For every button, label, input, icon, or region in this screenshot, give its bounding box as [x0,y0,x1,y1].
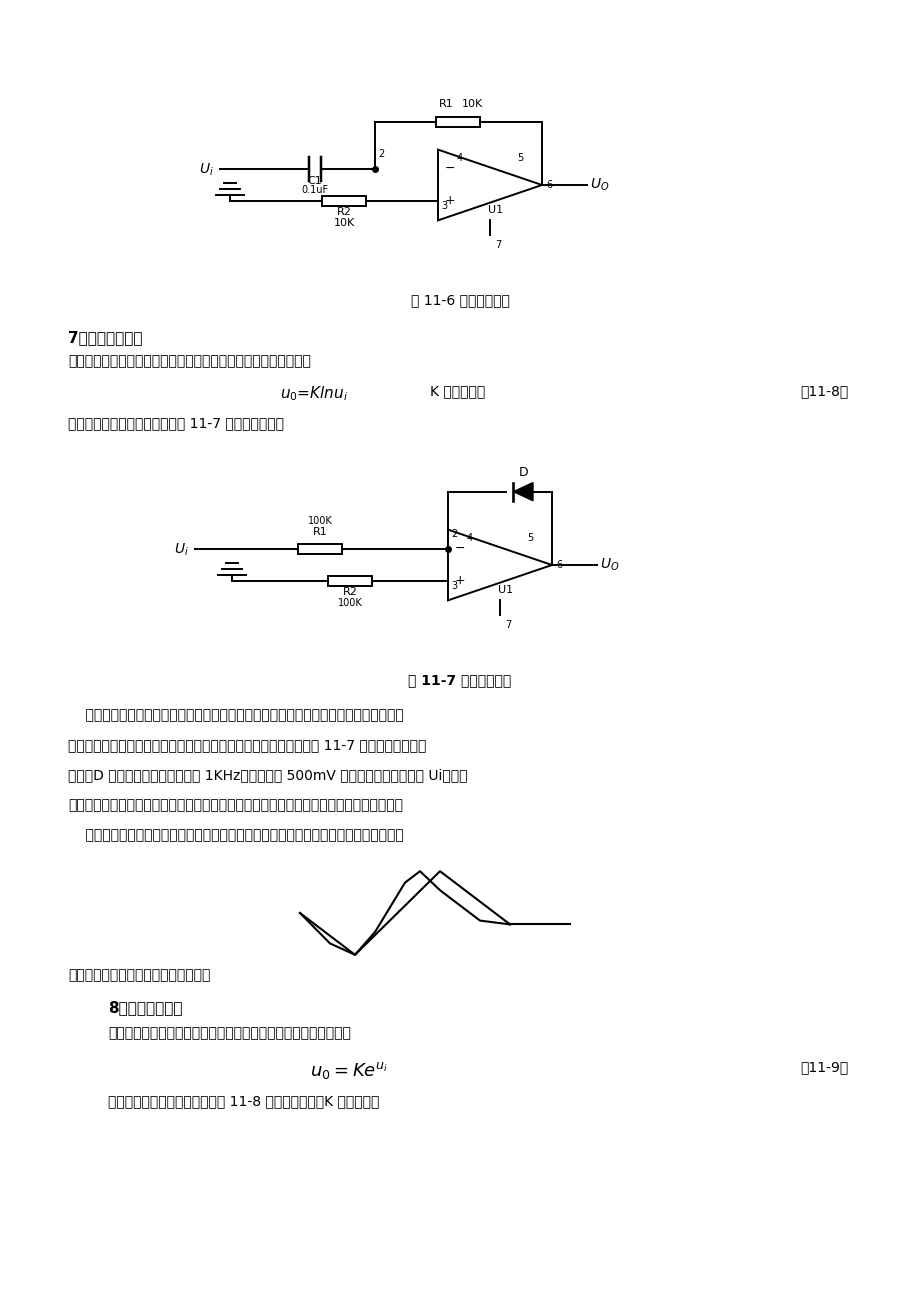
Text: +: + [454,575,465,588]
Text: 利用集成运放和二极管组成如图 11-8 基本指数电路。K 为负系数。: 利用集成运放和二极管组成如图 11-8 基本指数电路。K 为负系数。 [108,1095,379,1108]
Text: 0.1uF: 0.1uF [301,186,328,195]
Text: 7: 7 [505,620,511,630]
Text: 指数电路的输出电压与输入电压的指数成正比，其一般表达式为：: 指数电路的输出电压与输入电压的指数成正比，其一般表达式为： [108,1026,350,1040]
Bar [298,545,342,554]
Bar [328,576,371,585]
Text: −: − [454,542,465,555]
Text: 利用集成运放和二极管组成如图 11-7 基本对数电路。: 利用集成运放和二极管组成如图 11-7 基本对数电路。 [68,416,284,430]
Text: 7、对数运算电路: 7、对数运算电路 [68,330,142,344]
Text: 5: 5 [527,533,532,543]
Text: 图 11-7 对数运算电路: 图 11-7 对数运算电路 [408,673,511,686]
Text: 电路，D 为普通二极管，取频率为 1KHz，峰峰值为 500mV 的三角波作为输入信号 Ui，打开: 电路，D 为普通二极管，取频率为 1KHz，峰峰值为 500mV 的三角波作为输… [68,768,467,783]
Text: U1: U1 [498,585,513,595]
Text: $U_O$: $U_O$ [589,177,608,194]
Text: 在三角波上升沿阶段输出有较凸的下降沿，在三角波下降沿阶段有较凹的上升沿。如若: 在三角波上升沿阶段输出有较凸的下降沿，在三角波下降沿阶段有较凹的上升沿。如若 [68,828,403,842]
Text: R1: R1 [312,528,327,537]
Text: 由于对数运算精度受温度、二极管的内部载流子及内阻影响，仅在一定的电流范围才满: 由于对数运算精度受温度、二极管的内部载流子及内阻影响，仅在一定的电流范围才满 [68,708,403,722]
Text: $U_i$: $U_i$ [199,161,214,178]
Text: 3: 3 [440,200,447,211]
Text: $U_O$: $U_O$ [599,556,618,573]
Text: 10K: 10K [461,99,482,109]
Text: 2: 2 [378,150,384,160]
Text: 波形的相位不对调节适当的输入频率。: 波形的相位不对调节适当的输入频率。 [68,968,210,982]
Text: 图 11-6 微分运算电路: 图 11-6 微分运算电路 [410,292,509,307]
Text: 8、指数运算电路: 8、指数运算电路 [108,1000,182,1015]
Text: −: − [444,162,455,176]
Text: 100K: 100K [337,598,362,607]
Text: 3: 3 [450,581,457,590]
Text: 对数电路的输出电压与输入电压的对数成正比，其一般表达式为：: 对数电路的输出电压与输入电压的对数成正比，其一般表达式为： [68,354,311,368]
Text: $u_0 = Ke^{u_i}$: $u_0 = Ke^{u_i}$ [310,1060,388,1082]
Text: 4: 4 [457,153,462,162]
Text: 直流开关，输入和输出端接双踪示波器，调节三角波的幅度，观察输入和输出波形如下所示: 直流开关，输入和输出端接双踪示波器，调节三角波的幅度，观察输入和输出波形如下所示 [68,798,403,812]
Text: 5: 5 [516,153,523,162]
Text: 10K: 10K [333,217,354,228]
Text: 2: 2 [450,529,457,539]
Text: （11-9）: （11-9） [800,1060,847,1074]
Text: R2: R2 [336,207,351,217]
Bar [436,117,480,126]
Text: 100K: 100K [307,516,332,526]
Text: 6: 6 [545,179,551,190]
Text: （11-8）: （11-8） [800,384,847,398]
Text: C1: C1 [307,177,322,186]
Text: 足指数特性，不容易调节。故本实验仅供有兴趣的同学调试。按如图 11-7 所示正确连接实验: 足指数特性，不容易调节。故本实验仅供有兴趣的同学调试。按如图 11-7 所示正确… [68,738,425,751]
Text: +: + [444,194,455,207]
Polygon shape [513,482,532,500]
Text: R1: R1 [438,99,453,109]
Text: 6: 6 [555,560,562,569]
Text: 4: 4 [467,533,472,543]
Text: $U_i$: $U_i$ [174,541,188,558]
Text: 7: 7 [494,240,501,251]
Text: U1: U1 [488,205,503,214]
Text: K 为负系数。: K 为负系数。 [429,384,484,398]
Bar [322,195,366,205]
Text: D: D [518,465,528,478]
Text: $u_0$=Kln$u_i$: $u_0$=Kln$u_i$ [279,384,347,403]
Text: R2: R2 [342,586,357,597]
